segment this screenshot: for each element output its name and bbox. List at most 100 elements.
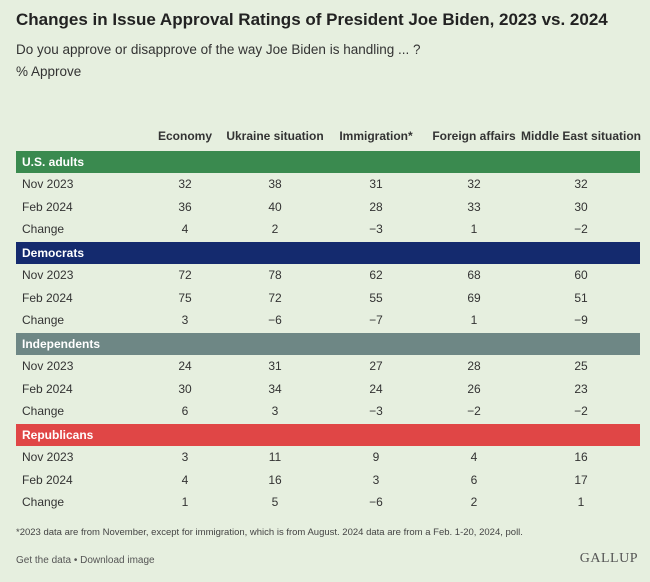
- table-cell: 3: [181, 313, 189, 328]
- table-cell: 1: [470, 313, 478, 328]
- table-cell: −2: [574, 404, 588, 419]
- table-group: Democrats Nov 2023 72 78 62 68 60 Feb 2024 75 72 5…: [16, 242, 640, 332]
- table-cell: 6: [470, 472, 478, 487]
- row-label: Feb 2024: [22, 472, 73, 487]
- get-data-link[interactable]: Get the data: [16, 555, 72, 566]
- table-row: Change 1 5 −6 2 1: [16, 491, 640, 514]
- table-cell: 28: [467, 359, 481, 373]
- table-cell: 24: [178, 359, 192, 373]
- row-label: Nov 2023: [22, 177, 74, 191]
- row-label: Feb 2024: [22, 199, 73, 214]
- column-header: Ukraine situation: [226, 129, 324, 143]
- gallup-logo: GALLUP: [579, 551, 638, 566]
- link-separator: •: [71, 555, 81, 566]
- group-header: U.S. adults: [16, 151, 640, 173]
- table-cell: 24: [369, 381, 383, 396]
- table-cell: 60: [574, 268, 588, 282]
- row-label: Change: [22, 495, 65, 510]
- table-cell: 30: [178, 381, 192, 396]
- group-header: Independents: [16, 333, 640, 355]
- table-group: U.S. adults Nov 2023 32 38 31 32 32 Feb 2024 36 4…: [16, 151, 640, 241]
- table-cell: 5: [271, 495, 279, 510]
- table-row: Nov 2023 72 78 62 68 60: [16, 264, 640, 287]
- table-row: Change 4 2 −3 1 −2: [16, 218, 640, 241]
- table-row: Feb 2024 36 40 28 33 30: [16, 196, 640, 219]
- table-cell: 16: [574, 450, 588, 464]
- table-cell: 31: [268, 359, 282, 373]
- table-row: Nov 2023 24 31 27 28 25: [16, 355, 640, 378]
- row-label: Feb 2024: [22, 290, 73, 305]
- table-cell: −3: [369, 222, 383, 237]
- table-group: Independents Nov 2023 24 31 27 28 25 Feb 2024 30…: [16, 333, 640, 423]
- table-cell: 1: [577, 495, 585, 510]
- column-header: Immigration*: [339, 129, 413, 143]
- table-row: Feb 2024 30 34 24 26 23: [16, 378, 640, 401]
- row-label: Nov 2023: [22, 359, 74, 373]
- column-header: Middle East situation: [521, 129, 642, 143]
- table-cell: 4: [181, 472, 189, 487]
- group-header: Democrats: [16, 242, 640, 264]
- table-row: Change 3 −6 −7 1 −9: [16, 309, 640, 332]
- download-image-link[interactable]: Download image: [80, 555, 155, 566]
- table-cell: 40: [268, 199, 282, 214]
- table-cell: 30: [574, 199, 588, 214]
- table-cell: 2: [271, 222, 279, 237]
- table-cell: 23: [574, 381, 588, 396]
- table-cell: 32: [467, 177, 481, 191]
- table-cell: 68: [467, 268, 481, 282]
- table-cell: 25: [574, 359, 588, 373]
- table-cell: 62: [369, 268, 383, 282]
- table-cell: 9: [372, 450, 380, 464]
- table-cell: 72: [178, 268, 192, 282]
- table-cell: 38: [268, 177, 282, 191]
- table-cell: 11: [268, 450, 282, 464]
- table-cell: 78: [268, 268, 282, 282]
- table-cell: 3: [271, 404, 279, 419]
- table-cell: 36: [178, 199, 192, 214]
- table-row: Feb 2024 4 16 3 6 17: [16, 469, 640, 492]
- table-cell: −2: [467, 404, 481, 419]
- table-cell: 28: [369, 199, 383, 214]
- table-cell: 75: [178, 290, 192, 305]
- table-cell: 16: [268, 472, 282, 487]
- table-cell: 1: [470, 222, 478, 237]
- table-cell: 32: [178, 177, 192, 191]
- table-cell: 33: [467, 199, 481, 214]
- table-cell: 72: [268, 290, 282, 305]
- table-cell: 3: [372, 472, 380, 487]
- table-cell: −7: [369, 313, 383, 328]
- table-cell: 55: [369, 290, 383, 305]
- row-label: Change: [22, 313, 65, 328]
- table-cell: 51: [574, 290, 588, 305]
- table-cell: 34: [268, 381, 282, 396]
- table-cell: −6: [369, 495, 383, 510]
- table-cell: 26: [467, 381, 481, 396]
- column-header: Economy: [157, 129, 212, 143]
- table-cell: 69: [467, 290, 481, 305]
- row-label: Feb 2024: [22, 381, 73, 396]
- table-cell: 1: [181, 495, 189, 510]
- table-cell: 32: [574, 177, 588, 191]
- chart-subtitle: Do you approve or disapprove of the way …: [16, 42, 421, 57]
- footer-links: Get the data • Download image: [16, 555, 155, 566]
- row-label: Nov 2023: [22, 268, 74, 282]
- table-group: Republicans Nov 2023 3 11 9 4 16 Feb 2024 4 16 3 6 1…: [16, 424, 640, 514]
- row-label: Change: [22, 222, 65, 237]
- table-cell: 4: [181, 222, 189, 237]
- table-row: Change 6 3 −3 −2 −2: [16, 400, 640, 423]
- table-cell: 3: [181, 450, 189, 464]
- table-cell: −2: [574, 222, 588, 237]
- units-label: % Approve: [16, 64, 82, 79]
- row-label: Change: [22, 404, 65, 419]
- column-header: Foreign affairs: [432, 129, 516, 143]
- table-cell: 2: [470, 495, 478, 510]
- row-label: Nov 2023: [22, 450, 74, 464]
- table-cell: 27: [369, 359, 383, 373]
- footnote: *2023 data are from November, except for…: [16, 527, 523, 538]
- table-cell: 17: [574, 472, 588, 487]
- chart-title: Changes in Issue Approval Ratings of Pre…: [16, 10, 608, 29]
- table-cell: 4: [470, 450, 478, 464]
- table-row: Nov 2023 3 11 9 4 16: [16, 446, 640, 469]
- table-cell: −6: [268, 313, 282, 328]
- table-cell: 6: [181, 404, 189, 419]
